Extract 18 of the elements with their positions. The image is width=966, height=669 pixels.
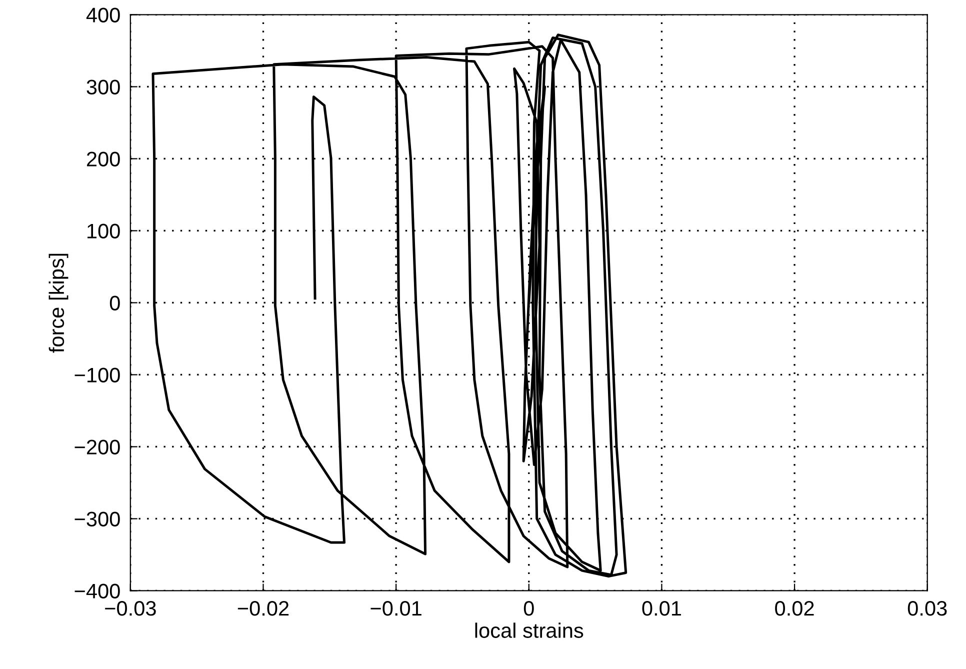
x-axis-title: local strains <box>475 622 584 638</box>
y-tick-label: −400 <box>74 584 120 598</box>
x-tick-label: −0.02 <box>238 601 289 616</box>
x-tick-label: −0.03 <box>105 601 156 616</box>
x-tick-label: 0.03 <box>908 601 947 616</box>
y-tick-label: −100 <box>74 368 120 382</box>
x-tick-label: 0 <box>524 601 534 616</box>
y-tick-label: 100 <box>88 224 120 238</box>
y-tick-label: −300 <box>74 512 120 526</box>
y-tick-label: 300 <box>86 80 120 94</box>
y-tick-label: 0 <box>110 296 120 310</box>
x-tick-label: −0.01 <box>370 601 422 616</box>
y-tick-label: 400 <box>86 8 120 22</box>
x-tick-label: 0.02 <box>775 601 814 616</box>
y-axis-title: force [kips] <box>48 254 68 353</box>
x-tick-label: 0.01 <box>642 601 681 616</box>
y-tick-label: −200 <box>74 440 120 454</box>
y-tick-label: 200 <box>86 152 120 166</box>
